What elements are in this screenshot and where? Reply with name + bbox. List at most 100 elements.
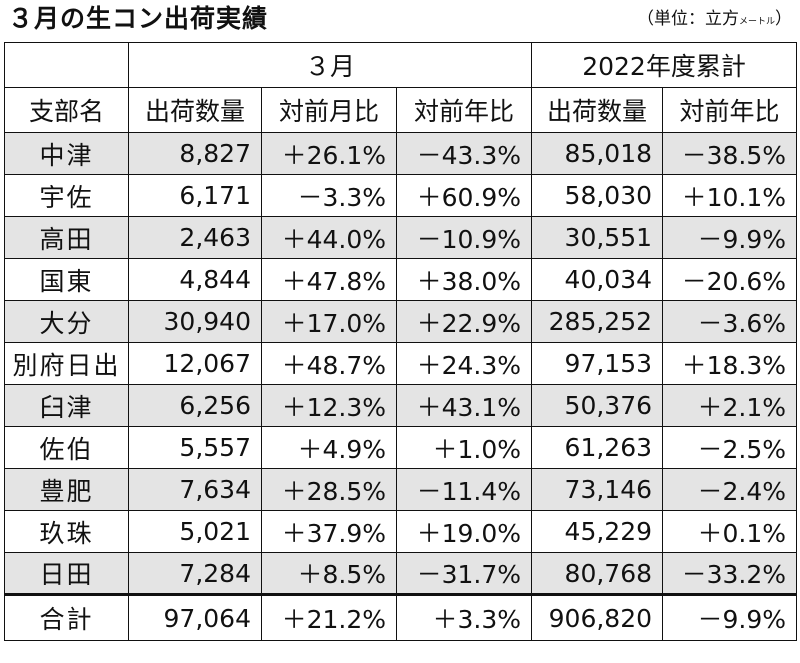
branch-cell: 佐伯	[4, 426, 129, 469]
cumulative-volume-cell: 906,820	[531, 593, 664, 641]
cumulative-yoy-cell: －38.5%	[662, 132, 798, 175]
volume-cell: 7,284	[128, 552, 262, 595]
cumulative-volume-cell: 45,229	[531, 510, 664, 553]
column-header: 支部名	[4, 87, 129, 133]
volume-cell: 4,844	[128, 258, 262, 301]
cumulative-yoy-cell: －2.5%	[662, 426, 798, 469]
cumulative-yoy-cell: －9.9%	[662, 216, 798, 259]
unit-label: （単位：立方	[636, 9, 739, 29]
column-header: 対前年比	[395, 87, 533, 133]
table-row: 臼津 6,256 ＋12.3% ＋43.1% 50,376 ＋2.1%	[4, 384, 798, 427]
table-row: 宇佐 6,171 －3.3% ＋60.9% 58,030 ＋10.1%	[4, 174, 798, 217]
year-over-year-cell: ＋19.0%	[395, 510, 533, 553]
cumulative-volume-cell: 58,030	[531, 174, 664, 217]
table-row: 別府日出 12,067 ＋48.7% ＋24.3% 97,153 ＋18.3%	[4, 342, 798, 385]
branch-cell: 玖珠	[4, 510, 129, 553]
volume-cell: 8,827	[128, 132, 262, 175]
branch-cell: 豊肥	[4, 468, 129, 511]
month-over-month-cell: ＋17.0%	[261, 300, 397, 343]
month-over-month-cell: －3.3%	[261, 174, 397, 217]
cumulative-yoy-cell: ＋10.1%	[662, 174, 798, 217]
branch-cell: 大分	[4, 300, 129, 343]
cumulative-volume-cell: 61,263	[531, 426, 664, 469]
year-over-year-cell: ＋60.9%	[395, 174, 533, 217]
column-header: 出荷数量	[531, 87, 664, 133]
branch-cell: 宇佐	[4, 174, 129, 217]
month-over-month-cell: ＋21.2%	[261, 593, 397, 641]
month-over-month-cell: ＋8.5%	[261, 552, 397, 595]
table-row: 佐伯 5,557 ＋4.9% ＋1.0% 61,263 －2.5%	[4, 426, 798, 469]
month-over-month-cell: ＋26.1%	[261, 132, 397, 175]
volume-cell: 5,557	[128, 426, 262, 469]
volume-cell: 97,064	[128, 593, 262, 641]
month-over-month-cell: ＋37.9%	[261, 510, 397, 553]
year-over-year-cell: ＋3.3%	[395, 593, 533, 641]
cumulative-volume-cell: 97,153	[531, 342, 664, 385]
year-over-year-cell: ＋43.1%	[395, 384, 533, 427]
shipment-table: ３月 2022年度累計 支部名 出荷数量 対前月比 対前年比 出荷数量 対前年比…	[4, 42, 798, 641]
table-row: 中津 8,827 ＋26.1% －43.3% 85,018 －38.5%	[4, 132, 798, 175]
cumulative-yoy-cell: －3.6%	[662, 300, 798, 343]
year-over-year-cell: －31.7%	[395, 552, 533, 595]
total-row: 合計 97,064 ＋21.2% ＋3.3% 906,820 －9.9%	[4, 593, 798, 641]
cumulative-volume-cell: 85,018	[531, 132, 664, 175]
column-header: 出荷数量	[128, 87, 262, 133]
branch-cell: 国東	[4, 258, 129, 301]
table-row: 国東 4,844 ＋47.8% ＋38.0% 40,034 －20.6%	[4, 258, 798, 301]
month-over-month-cell: ＋4.9%	[261, 426, 397, 469]
cumulative-yoy-cell: －9.9%	[662, 593, 798, 641]
unit-note: （単位：立方メートル）	[637, 6, 792, 35]
branch-cell: 日田	[4, 552, 129, 595]
year-over-year-cell: ＋22.9%	[395, 300, 533, 343]
corner-cell	[4, 42, 129, 88]
column-header-row: 支部名 出荷数量 対前月比 対前年比 出荷数量 対前年比	[4, 87, 798, 133]
cumulative-volume-cell: 73,146	[531, 468, 664, 511]
unit-close: ）	[775, 9, 792, 29]
group-header-row: ３月 2022年度累計	[4, 42, 798, 88]
cumulative-volume-cell: 285,252	[531, 300, 664, 343]
table-body: ３月 2022年度累計 支部名 出荷数量 対前月比 対前年比 出荷数量 対前年比…	[4, 42, 798, 641]
cumulative-yoy-cell: ＋0.1%	[662, 510, 798, 553]
cumulative-yoy-cell: －2.4%	[662, 468, 798, 511]
table-row: 大分 30,940 ＋17.0% ＋22.9% 285,252 －3.6%	[4, 300, 798, 343]
table-row: 豊肥 7,634 ＋28.5% －11.4% 73,146 －2.4%	[4, 468, 798, 511]
volume-cell: 5,021	[128, 510, 262, 553]
column-header: 対前年比	[662, 87, 798, 133]
month-over-month-cell: ＋12.3%	[261, 384, 397, 427]
month-over-month-cell: ＋47.8%	[261, 258, 397, 301]
group-header-cumulative: 2022年度累計	[531, 42, 798, 88]
branch-cell: 中津	[4, 132, 129, 175]
cumulative-volume-cell: 30,551	[531, 216, 664, 259]
cumulative-yoy-cell: ＋18.3%	[662, 342, 798, 385]
year-over-year-cell: ＋24.3%	[395, 342, 533, 385]
volume-cell: 7,634	[128, 468, 262, 511]
unit-label-small: メートル	[738, 17, 775, 27]
branch-cell: 合計	[4, 593, 129, 641]
month-over-month-cell: ＋28.5%	[261, 468, 397, 511]
table-row: 玖珠 5,021 ＋37.9% ＋19.0% 45,229 ＋0.1%	[4, 510, 798, 553]
table-title: ３月の生コン出荷実績	[8, 4, 269, 33]
column-header: 対前月比	[261, 87, 397, 133]
cumulative-volume-cell: 50,376	[531, 384, 664, 427]
year-over-year-cell: ＋38.0%	[395, 258, 533, 301]
cumulative-volume-cell: 40,034	[531, 258, 664, 301]
volume-cell: 2,463	[128, 216, 262, 259]
volume-cell: 12,067	[128, 342, 262, 385]
cumulative-yoy-cell: －20.6%	[662, 258, 798, 301]
table-row: 高田 2,463 ＋44.0% －10.9% 30,551 －9.9%	[4, 216, 798, 259]
month-over-month-cell: ＋48.7%	[261, 342, 397, 385]
cumulative-volume-cell: 80,768	[531, 552, 664, 595]
branch-cell: 臼津	[4, 384, 129, 427]
month-over-month-cell: ＋44.0%	[261, 216, 397, 259]
year-over-year-cell: －43.3%	[395, 132, 533, 175]
cumulative-yoy-cell: －33.2%	[662, 552, 798, 595]
group-header-month: ３月	[127, 42, 533, 88]
table-row: 日田 7,284 ＋8.5% －31.7% 80,768 －33.2%	[4, 552, 798, 595]
year-over-year-cell: ＋1.0%	[395, 426, 533, 469]
volume-cell: 30,940	[128, 300, 262, 343]
year-over-year-cell: －11.4%	[395, 468, 533, 511]
cumulative-yoy-cell: ＋2.1%	[662, 384, 798, 427]
branch-cell: 高田	[4, 216, 129, 259]
volume-cell: 6,171	[128, 174, 262, 217]
